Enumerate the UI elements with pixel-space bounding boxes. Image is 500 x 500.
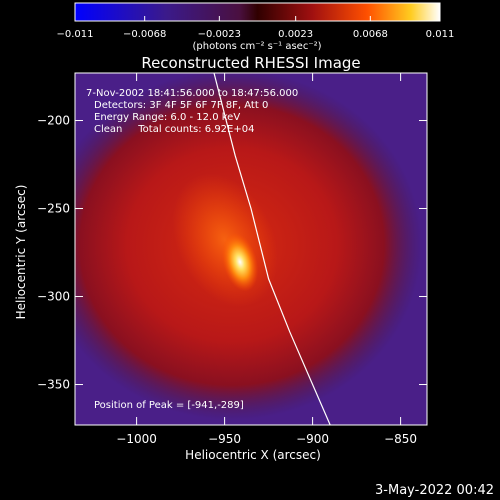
colorbar-tick-label: 0.0023 — [278, 29, 313, 40]
colorbar-tick-label: −0.0023 — [198, 29, 241, 40]
annotation-clean-counts: Clean Total counts: 6.92E+04 — [94, 124, 254, 135]
plot-area — [75, 73, 427, 425]
colorbar-tick-label: −0.0068 — [123, 29, 166, 40]
peak-position-label: Position of Peak = [-941,-289] — [94, 400, 244, 411]
plot-frame — [74, 72, 428, 426]
colorbar-ticks: −0.011 −0.0068 −0.0023 0.0023 0.0068 0.011 — [56, 16, 454, 40]
y-tick-label: −350 — [37, 378, 70, 392]
y-tick-label: −250 — [37, 202, 70, 216]
annotation-energy-range: Energy Range: 6.0 - 12.0 keV — [94, 112, 240, 123]
chart-title: Reconstructed RHESSI Image — [141, 54, 360, 72]
colorbar — [74, 2, 441, 22]
x-tick-label: −900 — [296, 432, 329, 446]
colorbar-tick-label: 0.011 — [426, 29, 455, 40]
x-tick-label: −850 — [384, 432, 417, 446]
x-axis-label: Heliocentric X (arcsec) — [185, 448, 321, 462]
y-axis-ticks: −200 −250 −300 −350 — [37, 114, 427, 392]
colorbar-tick-label: 0.0068 — [353, 29, 388, 40]
footer-date: 3-May-2022 00:42 — [375, 483, 494, 498]
colorbar-unit-label: (photons cm⁻² s⁻¹ asec⁻²) — [192, 41, 321, 52]
y-tick-label: −200 — [37, 114, 70, 128]
x-tick-label: −1000 — [116, 432, 157, 446]
y-axis-label: Heliocentric Y (arcsec) — [14, 185, 28, 320]
x-axis-ticks: −1000 −950 −900 −850 — [116, 73, 417, 446]
colorbar-tick-label: −0.011 — [56, 29, 93, 40]
x-tick-label: −950 — [208, 432, 241, 446]
peak-emission — [221, 232, 259, 292]
annotation-detectors: Detectors: 3F 4F 5F 6F 7F 8F, Att 0 — [94, 100, 268, 111]
solar-limb-line — [213, 73, 331, 425]
annotation-time-range: 7-Nov-2002 18:41:56.000 to 18:47:56.000 — [86, 88, 298, 99]
y-tick-label: −300 — [37, 290, 70, 304]
